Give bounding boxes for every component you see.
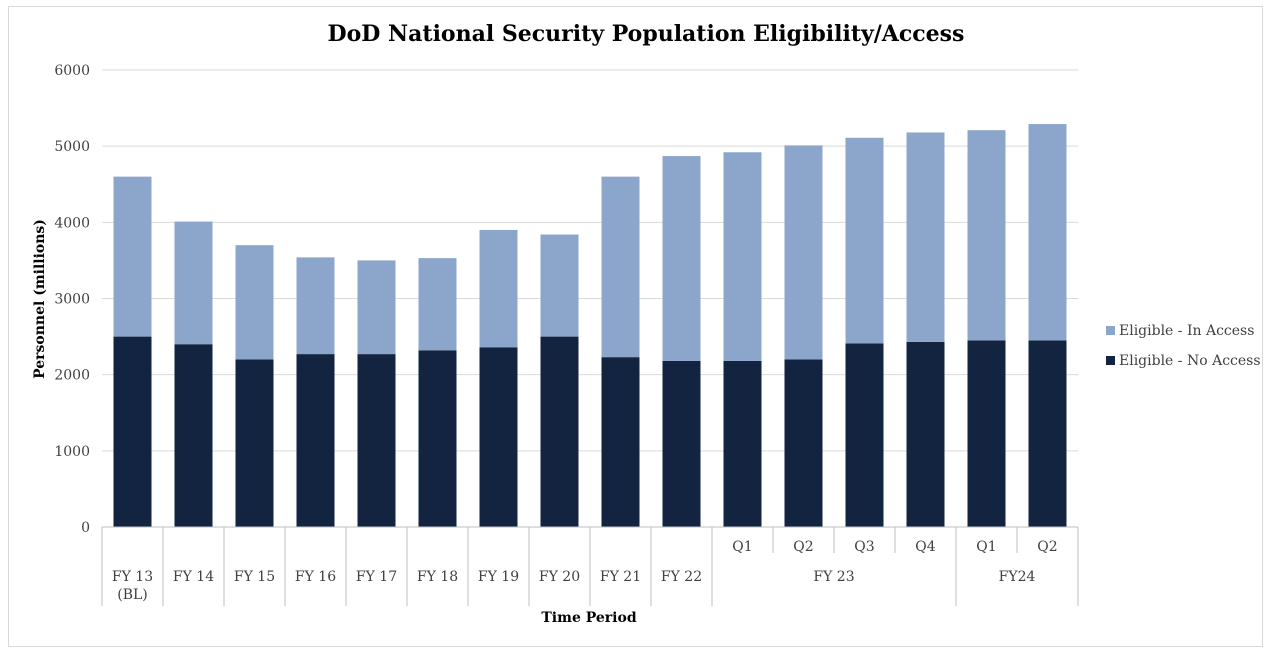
x-category-label: FY 15 (234, 569, 275, 585)
bar-no-access (113, 336, 152, 527)
bar-no-access (906, 341, 945, 527)
bar-in-access (723, 152, 762, 361)
x-category-label: Q4 (915, 539, 935, 555)
bar-no-access (723, 360, 762, 527)
bar-in-access (906, 132, 945, 342)
y-axis-label: Personnel (millions) (32, 219, 48, 379)
bar-no-access (418, 350, 457, 527)
x-category-label: Q1 (732, 539, 752, 555)
bar-no-access (784, 359, 823, 527)
x-category-label: FY 21 (600, 569, 641, 585)
x-category-label: FY 13 (112, 569, 153, 585)
y-tick-label: 3000 (54, 292, 90, 308)
bar-in-access (235, 245, 274, 360)
bar-in-access (357, 260, 396, 355)
bar-in-access (540, 234, 579, 337)
bar-no-access (540, 336, 579, 527)
x-group-label: FY 23 (813, 569, 854, 585)
bar-in-access (601, 176, 640, 358)
x-category-label: FY 18 (417, 569, 458, 585)
bar-no-access (662, 360, 701, 527)
bar-in-access (479, 229, 518, 348)
bar-no-access (1028, 340, 1067, 527)
bar-no-access (845, 343, 884, 527)
bar-in-access (418, 258, 457, 351)
legend-label: Eligible - No Access (1119, 353, 1261, 369)
x-group-label: FY24 (999, 569, 1036, 585)
x-category-label: (BL) (117, 587, 148, 603)
y-tick-label: 6000 (54, 63, 90, 79)
x-category-label: Q1 (976, 539, 996, 555)
bar-in-access (296, 257, 335, 355)
bar-in-access (113, 176, 152, 337)
y-tick-label: 4000 (54, 215, 90, 231)
legend: Eligible - In Access Eligible - No Access (1106, 323, 1261, 369)
bar-in-access (845, 137, 884, 344)
x-category-label: FY 20 (539, 569, 580, 585)
x-category-label: FY 22 (661, 569, 702, 585)
x-category-label: Q2 (1037, 539, 1057, 555)
legend-swatch (1106, 356, 1115, 365)
bar-no-access (967, 340, 1006, 527)
bar-no-access (174, 344, 213, 527)
x-category-label: Q2 (793, 539, 813, 555)
y-tick-label: 5000 (54, 139, 90, 155)
x-category-label: FY 16 (295, 569, 336, 585)
bar-layer (113, 124, 1067, 527)
bar-no-access (601, 357, 640, 527)
x-category-label: FY 19 (478, 569, 519, 585)
x-category-label: FY 14 (173, 569, 214, 585)
y-tick-label: 1000 (54, 444, 90, 460)
bar-in-access (784, 145, 823, 360)
x-axis-label: Time Period (541, 610, 636, 626)
bar-in-access (174, 221, 213, 345)
bar-in-access (1028, 124, 1067, 341)
y-tick-label: 0 (81, 520, 90, 536)
x-axis-labels: FY 13 (BL) FY 14 FY 15 FY 16 FY 17 FY 18 FY 19 F… (101, 526, 1079, 606)
bar-no-access (357, 354, 396, 527)
y-tick-label: 2000 (54, 368, 90, 384)
bar-in-access (662, 156, 701, 361)
legend-swatch (1106, 326, 1115, 335)
bar-no-access (296, 354, 335, 527)
x-category-label: FY 17 (356, 569, 397, 585)
bar-in-access (967, 130, 1006, 341)
bar-no-access (479, 347, 518, 527)
y-axis-ticks: 0 1000 2000 3000 4000 5000 6000 (54, 63, 90, 536)
chart-title: DoD National Security Population Eligibi… (328, 21, 965, 47)
bar-no-access (235, 359, 274, 527)
legend-label: Eligible - In Access (1119, 323, 1254, 339)
x-category-label: Q3 (854, 539, 874, 555)
